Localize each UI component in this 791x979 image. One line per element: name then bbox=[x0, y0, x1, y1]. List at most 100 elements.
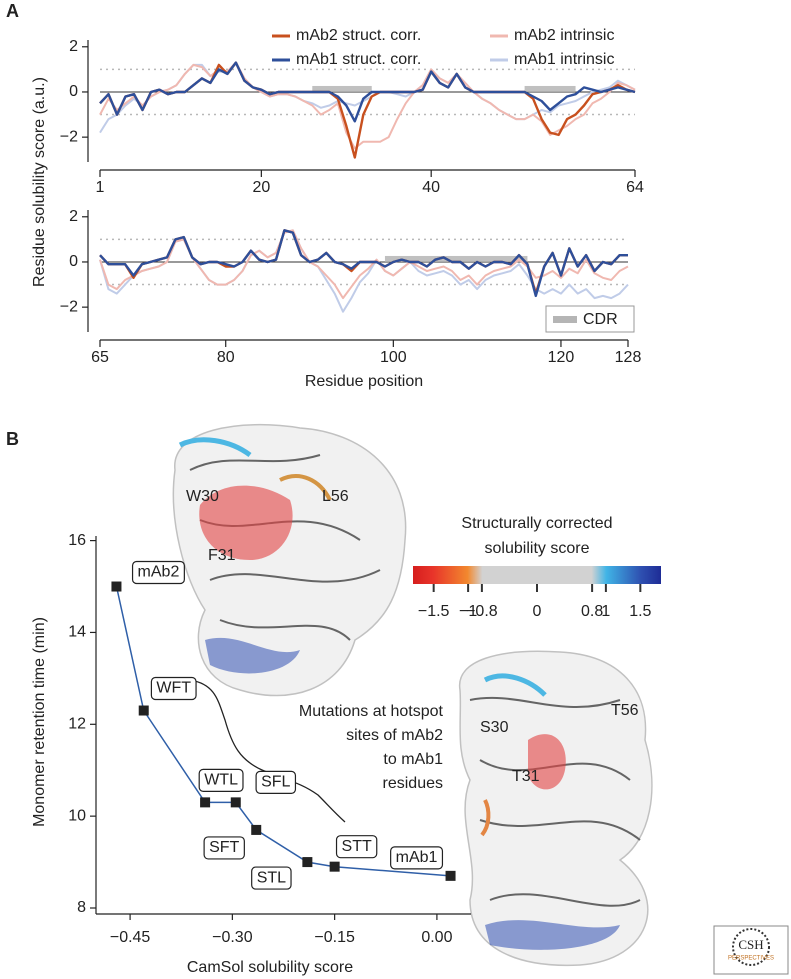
point-label: SFT bbox=[203, 836, 245, 860]
annotation: to mAb1 bbox=[383, 751, 443, 768]
x-tick-label: 100 bbox=[380, 349, 407, 366]
colorbar-title: solubility score bbox=[485, 540, 590, 557]
data-point bbox=[138, 705, 149, 716]
y-tick-label: 2 bbox=[69, 208, 78, 225]
y-tick-label: 2 bbox=[69, 38, 78, 55]
data-point bbox=[329, 861, 340, 872]
point-label-box bbox=[150, 676, 197, 701]
point-label-box bbox=[198, 768, 244, 792]
cdr-region bbox=[524, 85, 576, 92]
x-axis-label: Residue position bbox=[305, 373, 423, 390]
data-point bbox=[251, 824, 262, 835]
point-label: WTL bbox=[198, 768, 244, 792]
point-label: STT bbox=[335, 835, 378, 859]
annotation: Mutations at hotspot bbox=[299, 703, 444, 720]
cdr-region bbox=[312, 85, 372, 92]
y-tick-label: 10 bbox=[68, 807, 86, 824]
residue-label: S30 bbox=[480, 719, 509, 736]
legend-label: mAb1 struct. corr. bbox=[296, 51, 421, 68]
legend-label: CDR bbox=[583, 311, 618, 328]
legend-label: mAb2 intrinsic bbox=[514, 27, 614, 44]
point-label-box bbox=[131, 560, 185, 585]
point-label-box bbox=[335, 835, 378, 859]
protein-structure-mab1 bbox=[459, 650, 653, 967]
residue-label: L56 bbox=[322, 488, 349, 505]
point-label-box bbox=[251, 866, 292, 890]
y-tick-label: 8 bbox=[77, 899, 86, 916]
point-label-text: mAb2 bbox=[138, 564, 180, 581]
x-tick-label: −0.15 bbox=[314, 929, 355, 946]
colorbar bbox=[413, 566, 661, 584]
annotation: residues bbox=[383, 775, 443, 792]
series-line bbox=[99, 61, 636, 134]
x-tick-label: −0.30 bbox=[212, 929, 253, 946]
x-tick-label: 120 bbox=[548, 349, 575, 366]
colorbar-title: Structurally corrected bbox=[461, 515, 612, 532]
point-label: WFT bbox=[150, 676, 197, 701]
y-tick-label: 0 bbox=[69, 253, 78, 270]
series-line bbox=[99, 229, 629, 300]
data-point bbox=[200, 797, 211, 808]
y-tick-label: 14 bbox=[68, 624, 86, 641]
y-tick-label: 0 bbox=[69, 83, 78, 100]
series-line bbox=[99, 61, 636, 123]
legend-label: mAb1 intrinsic bbox=[514, 51, 614, 68]
point-label-text: STT bbox=[342, 838, 372, 855]
y-tick-label: −2 bbox=[60, 298, 78, 315]
x-tick-label: 0.00 bbox=[421, 929, 452, 946]
series-line bbox=[99, 61, 636, 159]
panel-label: A bbox=[6, 1, 19, 21]
panel-label: B bbox=[6, 429, 19, 449]
point-label-text: WTL bbox=[204, 772, 238, 789]
residue-label: F31 bbox=[208, 547, 236, 564]
legend-swatch bbox=[553, 316, 577, 323]
x-tick-label: 40 bbox=[422, 179, 440, 196]
x-tick-label: 20 bbox=[252, 179, 270, 196]
point-label-box bbox=[390, 846, 444, 870]
legend-label: mAb2 struct. corr. bbox=[296, 27, 421, 44]
x-tick-label: 128 bbox=[615, 349, 642, 366]
colorbar-tick-label: 1 bbox=[601, 603, 610, 620]
colorbar-tick-label: 0 bbox=[533, 603, 542, 620]
data-point bbox=[230, 797, 241, 808]
cdr-region bbox=[384, 255, 528, 262]
colorbar-tick-label: −1.5 bbox=[418, 603, 450, 620]
point-label: SFL bbox=[255, 770, 297, 794]
point-label-text: SFL bbox=[261, 774, 290, 791]
point-label-box bbox=[203, 836, 245, 860]
y-axis-label: Monomer retention time (min) bbox=[31, 617, 48, 827]
residue-label: W30 bbox=[186, 488, 219, 505]
x-tick-label: 1 bbox=[96, 179, 105, 196]
colorbar-tick-label: −1 bbox=[459, 603, 477, 620]
y-tick-label: 16 bbox=[68, 532, 86, 549]
point-label-text: SFT bbox=[209, 839, 239, 856]
colorbar-tick-label: 1.5 bbox=[629, 603, 651, 620]
data-point bbox=[111, 581, 122, 592]
point-label-text: STL bbox=[257, 869, 286, 886]
x-tick-label: 65 bbox=[91, 349, 109, 366]
colorbar-tick-label: −0.8 bbox=[466, 603, 498, 620]
y-tick-label: 12 bbox=[68, 716, 86, 733]
x-tick-label: 80 bbox=[217, 349, 235, 366]
point-label-text: WFT bbox=[156, 680, 191, 697]
point-label: mAb2 bbox=[131, 560, 185, 585]
data-point bbox=[302, 857, 313, 868]
data-point bbox=[445, 870, 456, 881]
brace bbox=[189, 679, 346, 823]
x-tick-label: −0.45 bbox=[110, 929, 151, 946]
x-tick-label: 64 bbox=[626, 179, 644, 196]
logo-subtext: PERSPECTIVES bbox=[728, 956, 774, 962]
colorbar-tick-label: 0.8 bbox=[581, 603, 603, 620]
annotation: sites of mAb2 bbox=[346, 727, 443, 744]
residue-label: T31 bbox=[512, 768, 540, 785]
y-axis-label: Residue solubility score (a.u.) bbox=[31, 77, 48, 287]
logo: CSH PERSPECTIVES bbox=[713, 925, 789, 975]
y-tick-label: −2 bbox=[60, 128, 78, 145]
point-label: STL bbox=[251, 866, 292, 890]
point-label-text: mAb1 bbox=[396, 849, 438, 866]
x-axis-label: CamSol solubility score bbox=[187, 959, 353, 976]
residue-label: T56 bbox=[611, 702, 639, 719]
point-label: mAb1 bbox=[390, 846, 444, 870]
logo-text: CSH bbox=[738, 937, 763, 952]
